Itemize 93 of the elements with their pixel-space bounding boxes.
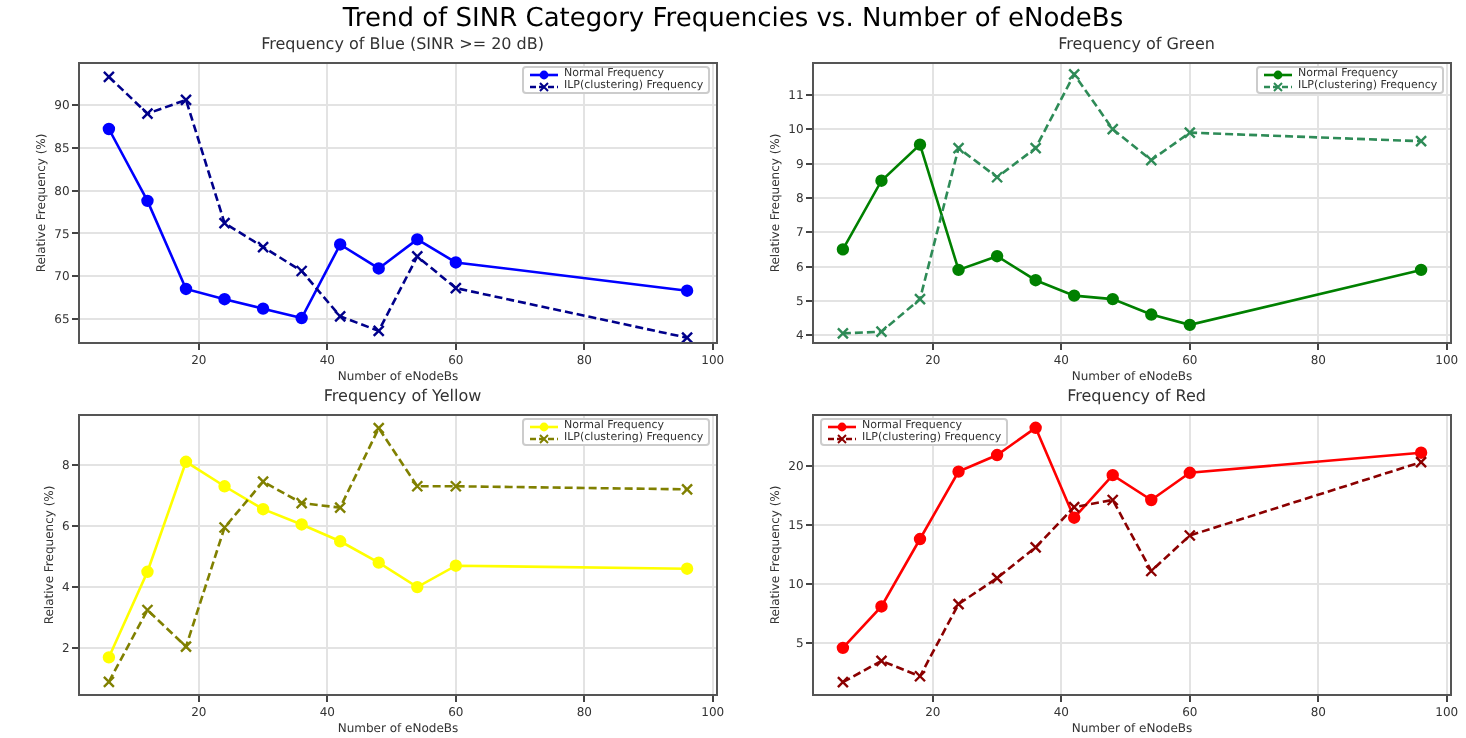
point bbox=[913, 138, 927, 151]
point bbox=[1183, 466, 1197, 479]
point bbox=[449, 256, 463, 269]
point bbox=[218, 521, 231, 534]
point bbox=[680, 331, 694, 342]
point bbox=[102, 70, 116, 84]
point bbox=[372, 556, 385, 569]
chart-subtitle: Frequency of Red bbox=[1067, 386, 1206, 405]
point bbox=[1029, 421, 1042, 435]
point bbox=[1414, 135, 1428, 148]
point bbox=[1414, 446, 1428, 459]
point bbox=[449, 281, 463, 295]
point bbox=[295, 264, 308, 278]
point bbox=[411, 480, 424, 493]
point bbox=[141, 194, 154, 208]
point bbox=[333, 501, 347, 514]
point bbox=[1067, 289, 1081, 302]
point bbox=[875, 174, 888, 187]
point bbox=[449, 480, 463, 493]
point bbox=[680, 483, 694, 496]
point bbox=[836, 675, 850, 689]
point bbox=[372, 324, 385, 338]
chart-subtitle: Frequency of Yellow bbox=[323, 386, 483, 405]
point bbox=[990, 171, 1004, 184]
point bbox=[1106, 468, 1119, 482]
point bbox=[680, 562, 694, 575]
point bbox=[218, 480, 231, 493]
point bbox=[913, 292, 927, 306]
point bbox=[333, 238, 347, 251]
point bbox=[1067, 511, 1081, 524]
point bbox=[102, 651, 116, 664]
point bbox=[990, 448, 1004, 462]
point bbox=[952, 141, 965, 155]
point bbox=[411, 250, 424, 263]
point bbox=[836, 243, 850, 256]
point bbox=[913, 532, 927, 546]
point bbox=[102, 675, 116, 688]
point bbox=[141, 107, 154, 120]
point bbox=[411, 233, 424, 246]
point bbox=[990, 571, 1004, 585]
point bbox=[256, 475, 270, 488]
point bbox=[372, 262, 385, 275]
point bbox=[1145, 493, 1158, 507]
point bbox=[1145, 564, 1158, 578]
point bbox=[218, 293, 231, 306]
point bbox=[1183, 318, 1197, 332]
point bbox=[1106, 123, 1119, 136]
point bbox=[141, 565, 154, 578]
point bbox=[333, 535, 347, 548]
point bbox=[102, 122, 116, 136]
point bbox=[141, 603, 154, 617]
point bbox=[1414, 455, 1428, 469]
point bbox=[952, 263, 965, 277]
point bbox=[875, 654, 888, 668]
point bbox=[179, 282, 193, 296]
point bbox=[295, 311, 308, 325]
point bbox=[1067, 68, 1081, 81]
point bbox=[411, 580, 424, 594]
point bbox=[952, 465, 965, 478]
point bbox=[218, 216, 231, 230]
chart-title: Trend of SINR Category Frequencies vs. Number of eNodeBs bbox=[340, 4, 1126, 34]
chart-subtitle: Frequency of Green bbox=[1058, 34, 1215, 53]
point bbox=[179, 640, 193, 653]
point bbox=[1029, 274, 1042, 287]
point bbox=[1414, 263, 1428, 277]
point bbox=[680, 284, 694, 297]
point bbox=[295, 518, 308, 531]
point bbox=[875, 600, 888, 613]
point bbox=[1183, 126, 1197, 139]
point bbox=[875, 325, 888, 338]
point bbox=[256, 240, 270, 254]
point bbox=[256, 502, 270, 516]
point bbox=[372, 422, 385, 435]
point bbox=[836, 641, 850, 655]
point bbox=[179, 93, 193, 107]
point bbox=[1145, 308, 1158, 321]
point bbox=[1106, 493, 1119, 507]
chart-subtitle: Frequency of Blue (SINR >= 20 dB) bbox=[261, 34, 544, 53]
point bbox=[1029, 541, 1042, 554]
point bbox=[1106, 292, 1119, 306]
point bbox=[449, 559, 463, 572]
point bbox=[1145, 153, 1158, 167]
point bbox=[990, 250, 1004, 263]
point bbox=[1183, 529, 1197, 542]
point bbox=[179, 455, 193, 469]
point bbox=[295, 496, 308, 510]
point bbox=[836, 327, 850, 340]
point bbox=[1029, 141, 1042, 155]
point bbox=[952, 597, 965, 611]
point bbox=[333, 310, 347, 323]
point bbox=[256, 302, 270, 315]
point bbox=[1067, 500, 1081, 514]
point bbox=[913, 670, 927, 683]
